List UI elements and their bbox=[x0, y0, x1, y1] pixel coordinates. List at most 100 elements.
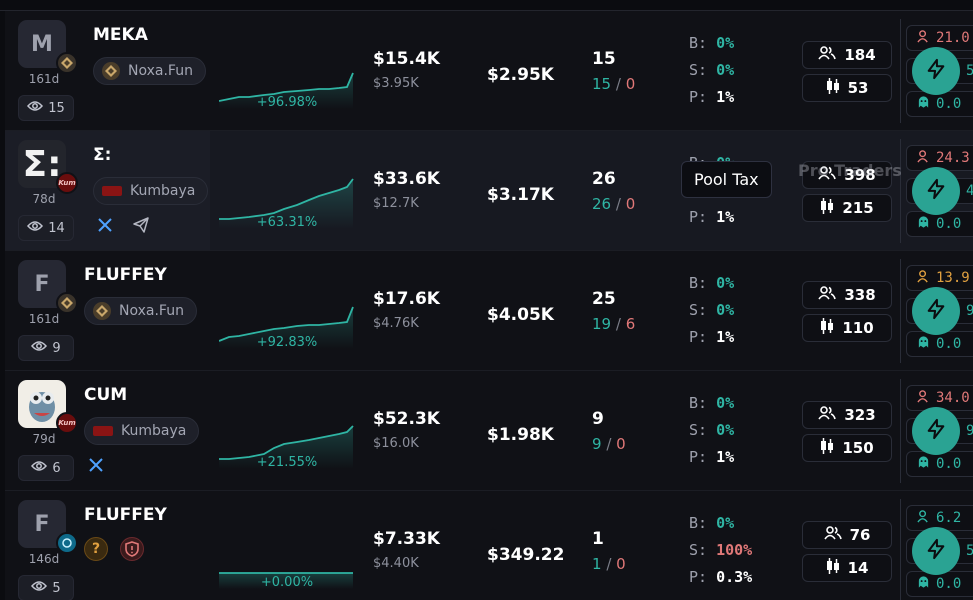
users-icon bbox=[823, 526, 842, 544]
holders-value: 76 bbox=[849, 526, 871, 544]
holders-pill[interactable]: 338 bbox=[802, 281, 892, 309]
market-cap: $33.6K bbox=[373, 169, 440, 189]
candlestick-icon bbox=[826, 78, 840, 98]
buy-tax-value: 0% bbox=[716, 34, 735, 52]
top10-holders-stat[interactable]: 6.2 bbox=[906, 505, 973, 531]
token-row[interactable]: F 146d 5 FLUFFEY? +0.00% $7.33K $4.40K $349.22 1… bbox=[5, 491, 973, 600]
buys-sells: 9 / 0 bbox=[592, 435, 626, 453]
price-sparkline bbox=[218, 39, 355, 113]
price-sparkline bbox=[219, 519, 355, 593]
buy-tax: B: 0% bbox=[689, 394, 735, 412]
market-cap: $7.33K bbox=[373, 529, 440, 549]
token-row[interactable]: M 161d 15 MEKA Noxa.Fun +96.98% $15.4K $3.95K $2… bbox=[5, 11, 973, 131]
token-name[interactable]: Σ: bbox=[93, 145, 112, 165]
buys-sells: 1 / 0 bbox=[592, 555, 626, 573]
holders-value: 398 bbox=[844, 166, 876, 184]
token-age: 78d bbox=[32, 192, 56, 206]
eye-icon bbox=[27, 100, 44, 116]
watchers-count[interactable]: 15 bbox=[18, 95, 74, 121]
lightning-icon bbox=[925, 178, 947, 204]
x-community-icon[interactable] bbox=[84, 453, 108, 477]
watchers-count[interactable]: 5 bbox=[18, 575, 74, 600]
snipers-stat[interactable]: 0.0 bbox=[906, 571, 973, 597]
column-divider bbox=[900, 379, 901, 483]
holders-pill[interactable]: 323 bbox=[802, 401, 892, 429]
buy-count: 9 bbox=[592, 435, 602, 453]
snipers-stat[interactable]: 0.0 bbox=[906, 331, 973, 357]
pool-tax: P: 1% bbox=[689, 448, 735, 466]
watchers-count[interactable]: 9 bbox=[18, 335, 74, 361]
quick-buy-button[interactable] bbox=[912, 407, 960, 455]
pool-tax: P: 0.3% bbox=[689, 568, 753, 586]
sparkline-area bbox=[219, 179, 353, 229]
telegram-icon[interactable] bbox=[129, 213, 153, 237]
top10-holders-stat[interactable]: 24.3 bbox=[906, 145, 973, 171]
holders-value: 184 bbox=[844, 46, 876, 64]
holders-pill[interactable]: 76 bbox=[802, 521, 892, 549]
lightning-icon bbox=[925, 298, 947, 324]
user-star-icon bbox=[917, 149, 930, 167]
launchpad-name: Noxa.Fun bbox=[128, 63, 193, 79]
watchers-value: 15 bbox=[48, 100, 65, 116]
unknown-risk-icon[interactable]: ? bbox=[84, 537, 108, 561]
holders-value: 323 bbox=[844, 406, 876, 424]
launchpad-tag[interactable]: Kumbaya bbox=[84, 417, 200, 445]
liquidity: $4.05K bbox=[487, 305, 554, 325]
buys-sells: 15 / 0 bbox=[592, 75, 636, 93]
snipers-stat[interactable]: 0.0 bbox=[906, 211, 973, 237]
token-row[interactable]: F 161d 9 FLUFFEY Noxa.Fun +92.83% $17.6K $4.76K… bbox=[5, 251, 973, 371]
pro-traders-pill[interactable]: 110 bbox=[802, 314, 892, 342]
quick-buy-button[interactable] bbox=[912, 287, 960, 335]
token-name[interactable]: CUM bbox=[84, 385, 128, 405]
eye-icon bbox=[31, 460, 48, 476]
holders-pill[interactable]: 184 bbox=[802, 41, 892, 69]
buy-tax: B: 0% bbox=[689, 274, 735, 292]
watchers-count[interactable]: 14 bbox=[18, 215, 74, 241]
quick-buy-button[interactable] bbox=[912, 527, 960, 575]
quick-buy-button[interactable] bbox=[912, 47, 960, 95]
pro-traders-value: 150 bbox=[842, 439, 874, 457]
price-sparkline bbox=[219, 159, 355, 233]
watchers-count[interactable]: 6 bbox=[18, 455, 74, 481]
users-icon bbox=[818, 406, 837, 424]
token-name[interactable]: FLUFFEY bbox=[84, 265, 167, 285]
top10-holders-stat[interactable]: 13.9 bbox=[906, 265, 973, 291]
snipers-stat[interactable]: 0.0 bbox=[906, 451, 973, 477]
launchpad-tag[interactable]: Noxa.Fun bbox=[93, 57, 206, 85]
market-cap: $15.4K bbox=[373, 49, 440, 69]
watchers-value: 9 bbox=[52, 340, 61, 356]
pro-traders-value: 53 bbox=[847, 79, 869, 97]
top10-holders-stat[interactable]: 21.0 bbox=[906, 25, 973, 51]
token-info: M 161d 15 MEKA Noxa.Fun bbox=[5, 11, 210, 130]
market-cap-initial: $4.40K bbox=[373, 556, 419, 571]
token-row[interactable]: Kum 79d 6 CUM Kumbaya +21.55% $52.3K $16.0K $1.9… bbox=[5, 371, 973, 491]
sparkline-line bbox=[219, 425, 354, 460]
pro-traders-pill[interactable]: 150 bbox=[802, 434, 892, 462]
launchpad-name: Kumbaya bbox=[121, 423, 187, 439]
pool-tax-value: 0.3% bbox=[716, 568, 753, 586]
liquidity: $2.95K bbox=[487, 65, 554, 85]
token-name[interactable]: MEKA bbox=[93, 25, 148, 45]
buy-count: 19 bbox=[592, 315, 612, 333]
snipers-stat[interactable]: 0.0 bbox=[906, 91, 973, 117]
token-info: F 161d 9 FLUFFEY Noxa.Fun bbox=[5, 251, 210, 370]
x-community-icon[interactable] bbox=[93, 213, 117, 237]
token-row[interactable]: Σ: Kum 78d 14 Σ: Kumbaya +63.31% $33.6K $12.7K $3… bbox=[5, 131, 973, 251]
quick-buy-button[interactable] bbox=[912, 167, 960, 215]
buy-count: 15 bbox=[592, 75, 612, 93]
launchpad-tag[interactable]: Noxa.Fun bbox=[84, 297, 197, 325]
pro-traders-pill[interactable]: 14 bbox=[802, 554, 892, 582]
pro-traders-pill[interactable]: 53 bbox=[802, 74, 892, 102]
shield-alert-icon[interactable] bbox=[120, 537, 144, 561]
pool-tax-value: 1% bbox=[716, 328, 735, 346]
eye-icon bbox=[27, 220, 44, 236]
price-change: +0.00% bbox=[260, 575, 314, 590]
eye-icon bbox=[31, 580, 48, 596]
token-name[interactable]: FLUFFEY bbox=[84, 505, 167, 525]
pro-traders-pill[interactable]: 215 bbox=[802, 194, 892, 222]
sparkline-area bbox=[219, 426, 353, 469]
sell-count: 0 bbox=[625, 75, 636, 93]
launchpad-tag[interactable]: Kumbaya bbox=[93, 177, 209, 205]
holders-pill[interactable]: 398 bbox=[802, 161, 892, 189]
sell-tax: S: 0% bbox=[689, 61, 735, 79]
